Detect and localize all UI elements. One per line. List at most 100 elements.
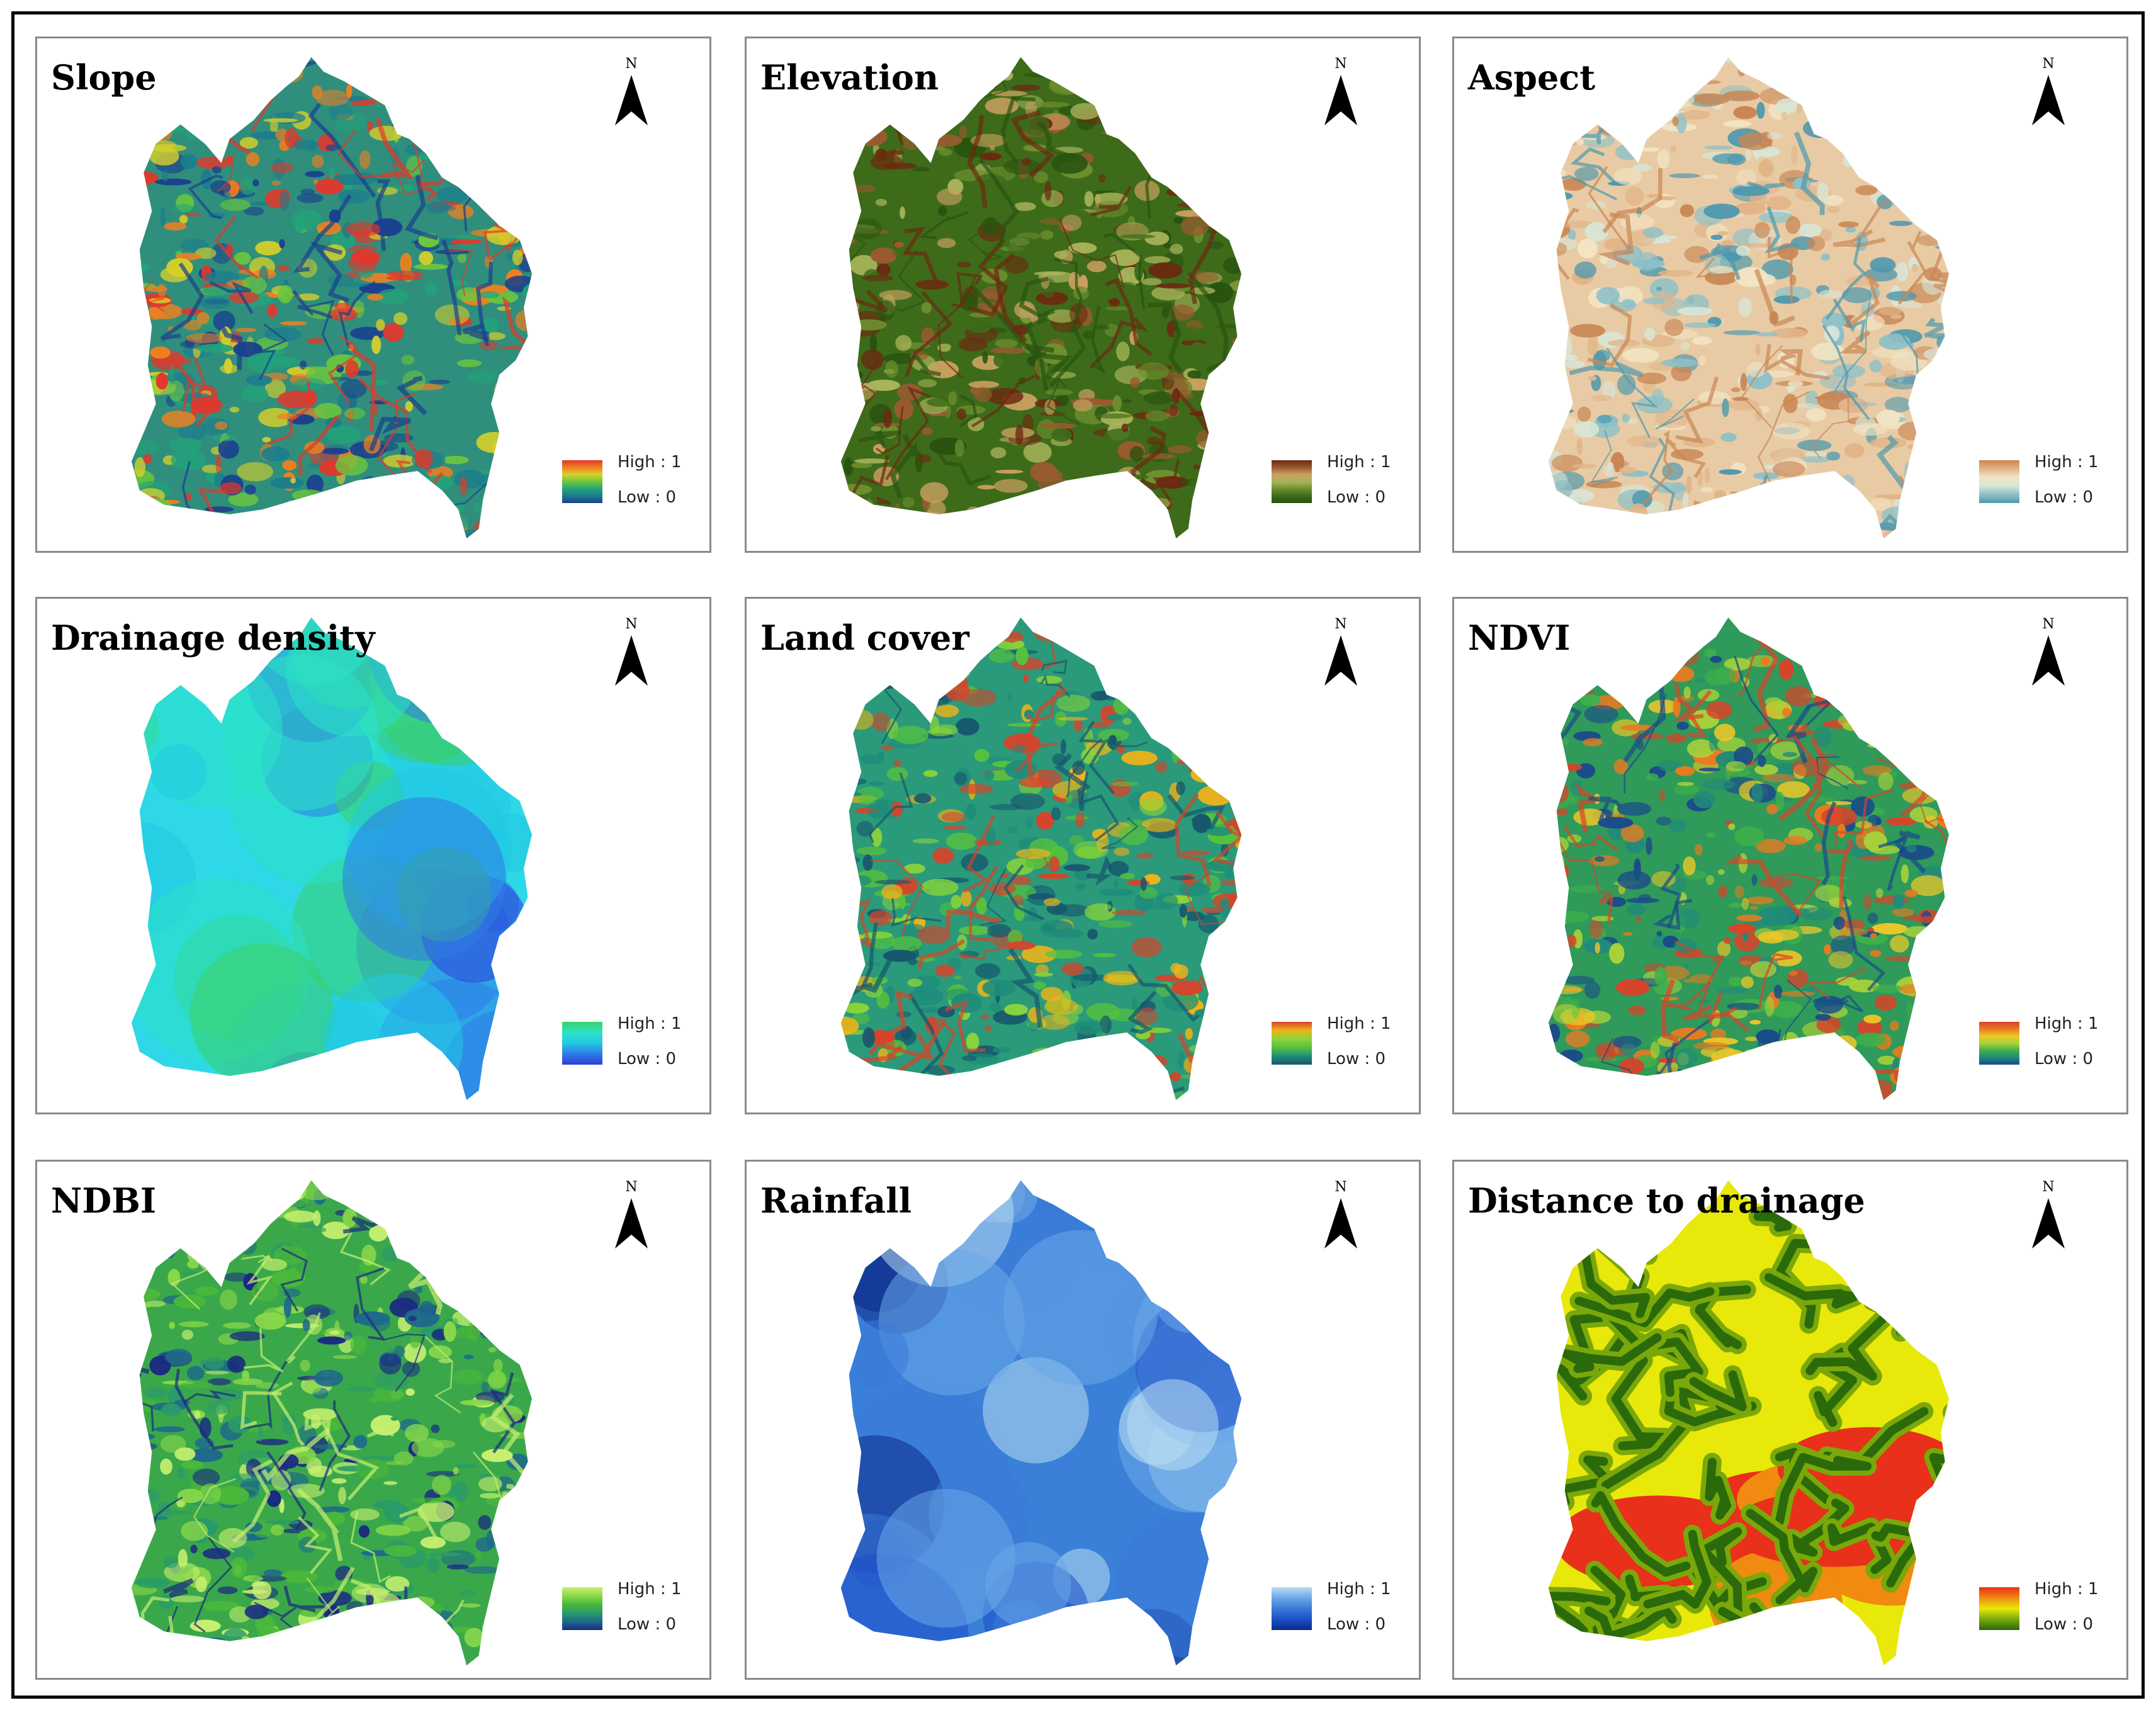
raster-patch [894, 241, 904, 248]
raster-patch [870, 334, 878, 353]
raster-patch [923, 770, 938, 778]
raster-patch [171, 449, 206, 471]
raster-patch [892, 725, 929, 745]
raster-patch [1124, 474, 1149, 480]
raster-patch [1717, 941, 1731, 957]
ridge-stroke [1054, 753, 1092, 811]
raster-patch [480, 341, 499, 351]
raster-patch [935, 964, 955, 977]
raster-patch [1848, 151, 1856, 158]
raster-patch [1229, 720, 1242, 727]
raster-patch [1868, 1070, 1902, 1074]
raster-patch [1637, 372, 1667, 385]
raster-patch [1709, 1082, 1738, 1101]
raster-patch [364, 1645, 376, 1660]
raster-patch [1616, 286, 1644, 305]
raster-patch [1697, 390, 1730, 405]
raster-patch [383, 1481, 398, 1485]
raster-patch [1846, 72, 1866, 76]
raster-patch [1094, 101, 1127, 107]
raster-patch [1651, 871, 1676, 887]
legend-low-label: Low : 0 [1327, 1050, 1386, 1068]
raster-patch [1627, 435, 1662, 447]
raster-patch [392, 527, 419, 535]
raster-patch [1769, 905, 1797, 926]
ridge-stroke [304, 1417, 332, 1441]
raster-patch [1720, 433, 1737, 442]
raster-patch [995, 502, 1020, 516]
ridge-stroke [1001, 96, 1036, 164]
raster-patch [1922, 735, 1945, 751]
raster-patch [928, 134, 962, 147]
raster-patch [937, 72, 962, 90]
legend-color-ramp [1272, 1022, 1312, 1065]
raster-patch [1839, 502, 1845, 511]
raster-patch [1845, 227, 1856, 233]
legend-low-label: Low : 0 [618, 488, 677, 507]
ridge-stroke [1105, 278, 1153, 356]
raster-patch [460, 96, 480, 102]
raster-patch [325, 144, 339, 152]
raster-patch [1855, 185, 1878, 196]
raster-patch [424, 281, 438, 296]
raster-patch [457, 1590, 476, 1597]
raster-patch [909, 987, 944, 1006]
raster-patch [1222, 257, 1242, 274]
ridge-stroke [1690, 500, 1736, 539]
raster-patch [1548, 191, 1573, 201]
raster-patch [179, 1657, 192, 1662]
raster-patch [187, 1215, 215, 1233]
raster-patch [1594, 349, 1610, 362]
raster-patch [160, 1435, 186, 1453]
raster-patch [1027, 893, 1054, 900]
raster-patch [1819, 229, 1832, 241]
raster-patch [912, 166, 930, 172]
raster-patch [179, 1321, 209, 1328]
raster-patch [1923, 348, 1950, 361]
raster-patch [1880, 635, 1895, 652]
raster-patch [1173, 964, 1188, 979]
raster-patch [1606, 617, 1615, 635]
raster-patch [1104, 474, 1125, 480]
raster-patch [948, 391, 957, 406]
ridge-stroke [178, 365, 220, 428]
raster-patch [522, 407, 532, 428]
raster-patch [531, 192, 533, 202]
panel-drainage-density: Drainage density N High : 1 Low : 0 [35, 597, 711, 1114]
raster-patch [362, 1195, 370, 1210]
ridge-stroke [857, 430, 903, 449]
ridge-stroke [1769, 1073, 1805, 1101]
raster-patch [1054, 251, 1068, 259]
raster-patch [387, 270, 424, 278]
raster-patch [981, 529, 992, 539]
raster-patch [1111, 781, 1139, 787]
raster-patch [1824, 944, 1831, 955]
raster-patch [481, 1382, 489, 1393]
raster-patch [1828, 951, 1853, 969]
raster-patch [945, 832, 978, 850]
raster-patch [300, 1359, 310, 1372]
raster-patch [138, 412, 149, 427]
raster-patch [1882, 693, 1916, 701]
raster-patch [1793, 67, 1817, 79]
raster-patch [316, 1657, 345, 1666]
raster-patch [1149, 631, 1161, 638]
stream-buffer [1548, 1643, 1604, 1666]
raster-patch [1233, 754, 1242, 762]
raster-patch [1906, 844, 1917, 853]
raster-patch [519, 429, 527, 440]
raster-patch [1100, 1015, 1112, 1034]
raster-patch [1034, 972, 1053, 977]
raster-patch [1603, 523, 1625, 535]
raster-patch [1196, 127, 1224, 142]
surface-blob [150, 744, 206, 800]
ridge-stroke [1090, 186, 1132, 217]
raster-patch [1867, 742, 1897, 749]
raster-patch [362, 1621, 373, 1635]
raster-patch [1813, 500, 1834, 510]
raster-patch [143, 453, 152, 465]
raster-patch [453, 1466, 459, 1475]
raster-patch [403, 1515, 428, 1532]
raster-patch [1231, 978, 1242, 985]
raster-patch [1835, 1061, 1845, 1067]
